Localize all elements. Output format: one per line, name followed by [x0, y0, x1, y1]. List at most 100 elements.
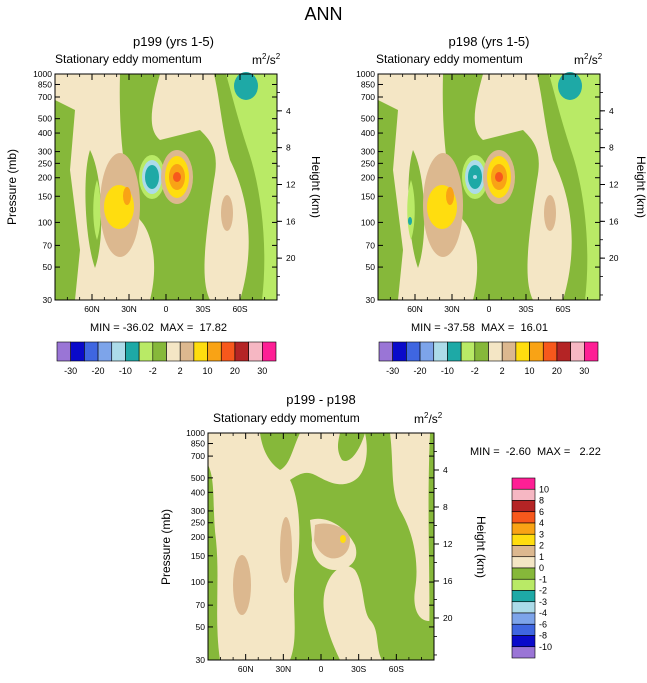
panel1-ylabel: Pressure (mb)	[5, 149, 19, 225]
labelbar-right-box	[378, 341, 393, 362]
labelbar-right-box	[460, 341, 476, 362]
labelbar-right-box	[488, 341, 503, 362]
panel3-axes-ptick-label: 50	[196, 622, 206, 632]
labelbar-left-label: -30	[64, 366, 77, 376]
panel1-units: m2/s2	[252, 52, 281, 67]
panel2-field	[378, 72, 600, 300]
panel3-green-left	[208, 465, 220, 660]
panel3-ylabel-right: Height (km)	[474, 516, 488, 578]
panel1-orange-north	[123, 187, 131, 205]
panel1-axes-ptick-label: 50	[43, 262, 53, 272]
panel3-tan-south	[314, 523, 350, 559]
labelbar-diff-box	[511, 578, 536, 591]
panel2-axes-xtick-label: 60S	[555, 304, 570, 314]
figure-title: ANN	[304, 4, 343, 24]
panel3-axes-ptick-label: 70	[196, 600, 206, 610]
labelbar-diff-label: 4	[539, 518, 544, 528]
panel3-axes-xtick-label: 30N	[276, 664, 292, 674]
panel1-axes-ptick-label: 850	[38, 79, 52, 89]
panel3-axes-ptick-label: 100	[191, 577, 205, 587]
panel2-lightgreen-south	[549, 74, 600, 300]
panel2-axes-htick-label: 4	[609, 106, 614, 116]
panel3-axes-ptick-label: 700	[191, 451, 205, 461]
panel1-axes-xtick-label: 0	[164, 304, 169, 314]
panel1-axes-ptick-label: 700	[38, 92, 52, 102]
labelbar-left-box	[234, 341, 249, 362]
panel1-tan-south	[221, 195, 233, 231]
panel2-axes-ptick-label: 300	[361, 147, 375, 157]
labelbar-right-box	[515, 341, 530, 362]
labelbar-left-label: -20	[92, 366, 105, 376]
panel2-tan-south	[544, 195, 556, 231]
panel3-axes-ptick-label: 250	[191, 518, 205, 528]
labelbar-left-box	[84, 341, 99, 362]
labelbar-right-box	[447, 341, 462, 362]
labelbar-right-label: 10	[525, 366, 535, 376]
panel1-axes-htick-label: 8	[286, 143, 291, 153]
panel3-green-top	[260, 433, 300, 470]
panel2-axes-ptick-label: 250	[361, 158, 375, 168]
labelbar-left-label: 2	[178, 366, 183, 376]
panel1-axes-ptick-label: 250	[38, 158, 52, 168]
labelbar-right-box	[501, 341, 517, 362]
labelbar-left-box	[152, 341, 167, 362]
labelbar-right-box	[542, 341, 558, 362]
labelbar-left: -30 -20 -10 -2 2 10 20 30	[56, 341, 277, 376]
labelbar-left-box	[70, 341, 85, 362]
panel2-axes-ptick-label: 500	[361, 114, 375, 124]
panel2-axes-htick-label: 16	[609, 216, 619, 226]
panel2-neg-core	[473, 175, 477, 179]
panel1-minmax: MIN = -36.02 MAX = 17.82	[90, 322, 227, 334]
labelbar-left-box	[166, 341, 181, 362]
panel3-axes-xtick-label: 60S	[389, 664, 404, 674]
panel3-axes-xtick-label: 30S	[351, 664, 366, 674]
panel2-axes-ptick-label: 400	[361, 128, 375, 138]
labelbar-right-box	[570, 341, 585, 362]
panel2-axes-ptick-label: 50	[366, 262, 376, 272]
panel3-axes-ptick-label: 1000	[186, 428, 205, 438]
panel3-green-top2	[338, 433, 365, 461]
panel1-axes-htick-label: 12	[286, 179, 296, 189]
panel2-green-north2	[408, 150, 425, 268]
panel1-neg-center	[145, 165, 159, 189]
panel1-axes-htick-label: 4	[286, 106, 291, 116]
panel1-lightgreen-south	[226, 74, 277, 300]
panel1-pos-center	[173, 172, 181, 182]
labelbar-diff-label: -10	[539, 642, 552, 652]
panel2-negative-upper-south	[558, 72, 582, 100]
labelbar-right-label: -30	[386, 366, 399, 376]
panel3-tan-left	[233, 555, 251, 615]
labelbar-right-label: 20	[552, 366, 562, 376]
panel2-axes-ptick-label: 200	[361, 173, 375, 183]
labelbar-right-box	[529, 341, 544, 362]
labelbar-diff-label: -3	[539, 597, 547, 607]
labelbar-right-label: -2	[471, 366, 479, 376]
panel1-axes-xtick-label: 30N	[121, 304, 137, 314]
labelbar-left-label: -2	[149, 366, 157, 376]
panel2-axes-xtick-label: 60N	[407, 304, 423, 314]
labelbar-left-box	[97, 341, 113, 362]
panel1-axes-xtick-label: 60S	[232, 304, 247, 314]
labelbar-left-box	[262, 341, 277, 362]
panel2-axes-ptick-label: 850	[361, 79, 375, 89]
labelbar-right-box	[556, 341, 571, 362]
labelbar-diff-label: -4	[539, 608, 547, 618]
labelbar-diff-box	[511, 590, 536, 603]
labelbar-right-label: -20	[414, 366, 427, 376]
labelbar-diff-box	[511, 522, 536, 535]
panel2-orange-north	[446, 187, 454, 205]
labelbar-left-box	[248, 341, 263, 362]
panel1-axes-ptick-label: 200	[38, 173, 52, 183]
labelbar-right: -30 -20 -10 -2 2 10 20 30	[378, 341, 599, 376]
labelbar-diff-label: -8	[539, 631, 547, 641]
panel3-axes-htick-label: 20	[443, 613, 453, 623]
labelbar-diff-box	[511, 500, 536, 513]
panel3-axes-ptick-label: 400	[191, 487, 205, 497]
labelbar-right-box	[406, 341, 421, 362]
panel1-axes-htick-label: 16	[286, 216, 296, 226]
labelbar-diff-box	[511, 488, 536, 501]
panel3-tan-mid	[280, 517, 292, 583]
labelbar-left-label: -10	[119, 366, 132, 376]
